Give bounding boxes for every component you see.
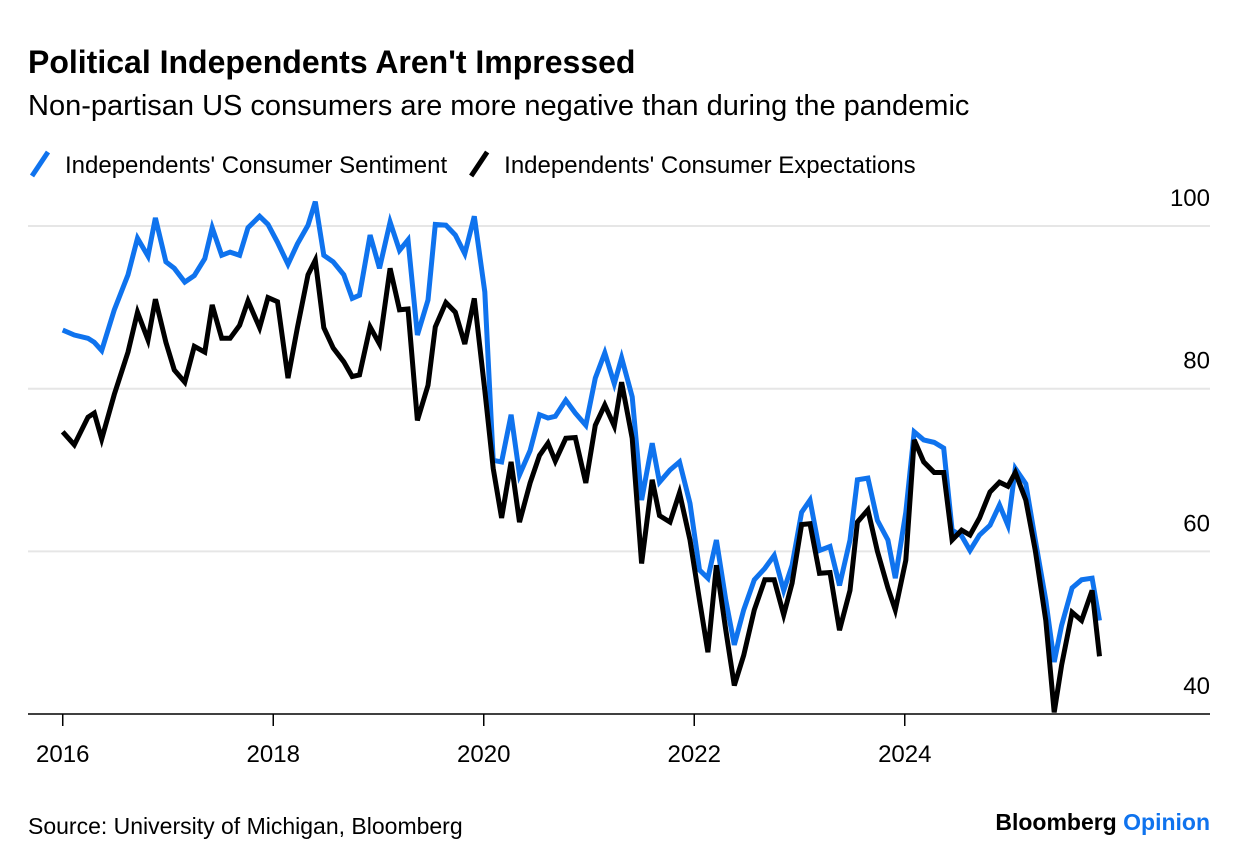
y-tick-label: 100 xyxy=(1170,185,1210,212)
legend-swatch xyxy=(469,150,490,178)
series-line xyxy=(61,200,1102,663)
x-tick-label: 2020 xyxy=(457,741,510,768)
x-tick-label: 2022 xyxy=(668,741,721,768)
x-tick-label: 2016 xyxy=(36,741,89,768)
chart-title: Political Independents Aren't Impressed xyxy=(28,44,635,80)
y-tick-label: 80 xyxy=(1183,348,1210,375)
series-line xyxy=(60,251,1102,713)
brand: Bloomberg Opinion xyxy=(995,809,1210,835)
source: Source: University of Michigan, Bloomber… xyxy=(28,813,463,839)
legend-label: Independents' Consumer Sentiment xyxy=(65,152,447,179)
x-tick-label: 2018 xyxy=(247,741,300,768)
chart-subtitle: Non-partisan US consumers are more negat… xyxy=(28,90,969,122)
y-tick-label: 60 xyxy=(1183,510,1210,537)
y-tick-label: 40 xyxy=(1183,673,1210,700)
brand-section: Opinion xyxy=(1123,809,1210,835)
x-tick-label: 2024 xyxy=(878,741,931,768)
legend-swatch xyxy=(29,150,51,178)
legend-label: Independents' Consumer Expectations xyxy=(504,152,916,179)
brand-name: Bloomberg xyxy=(995,809,1116,835)
